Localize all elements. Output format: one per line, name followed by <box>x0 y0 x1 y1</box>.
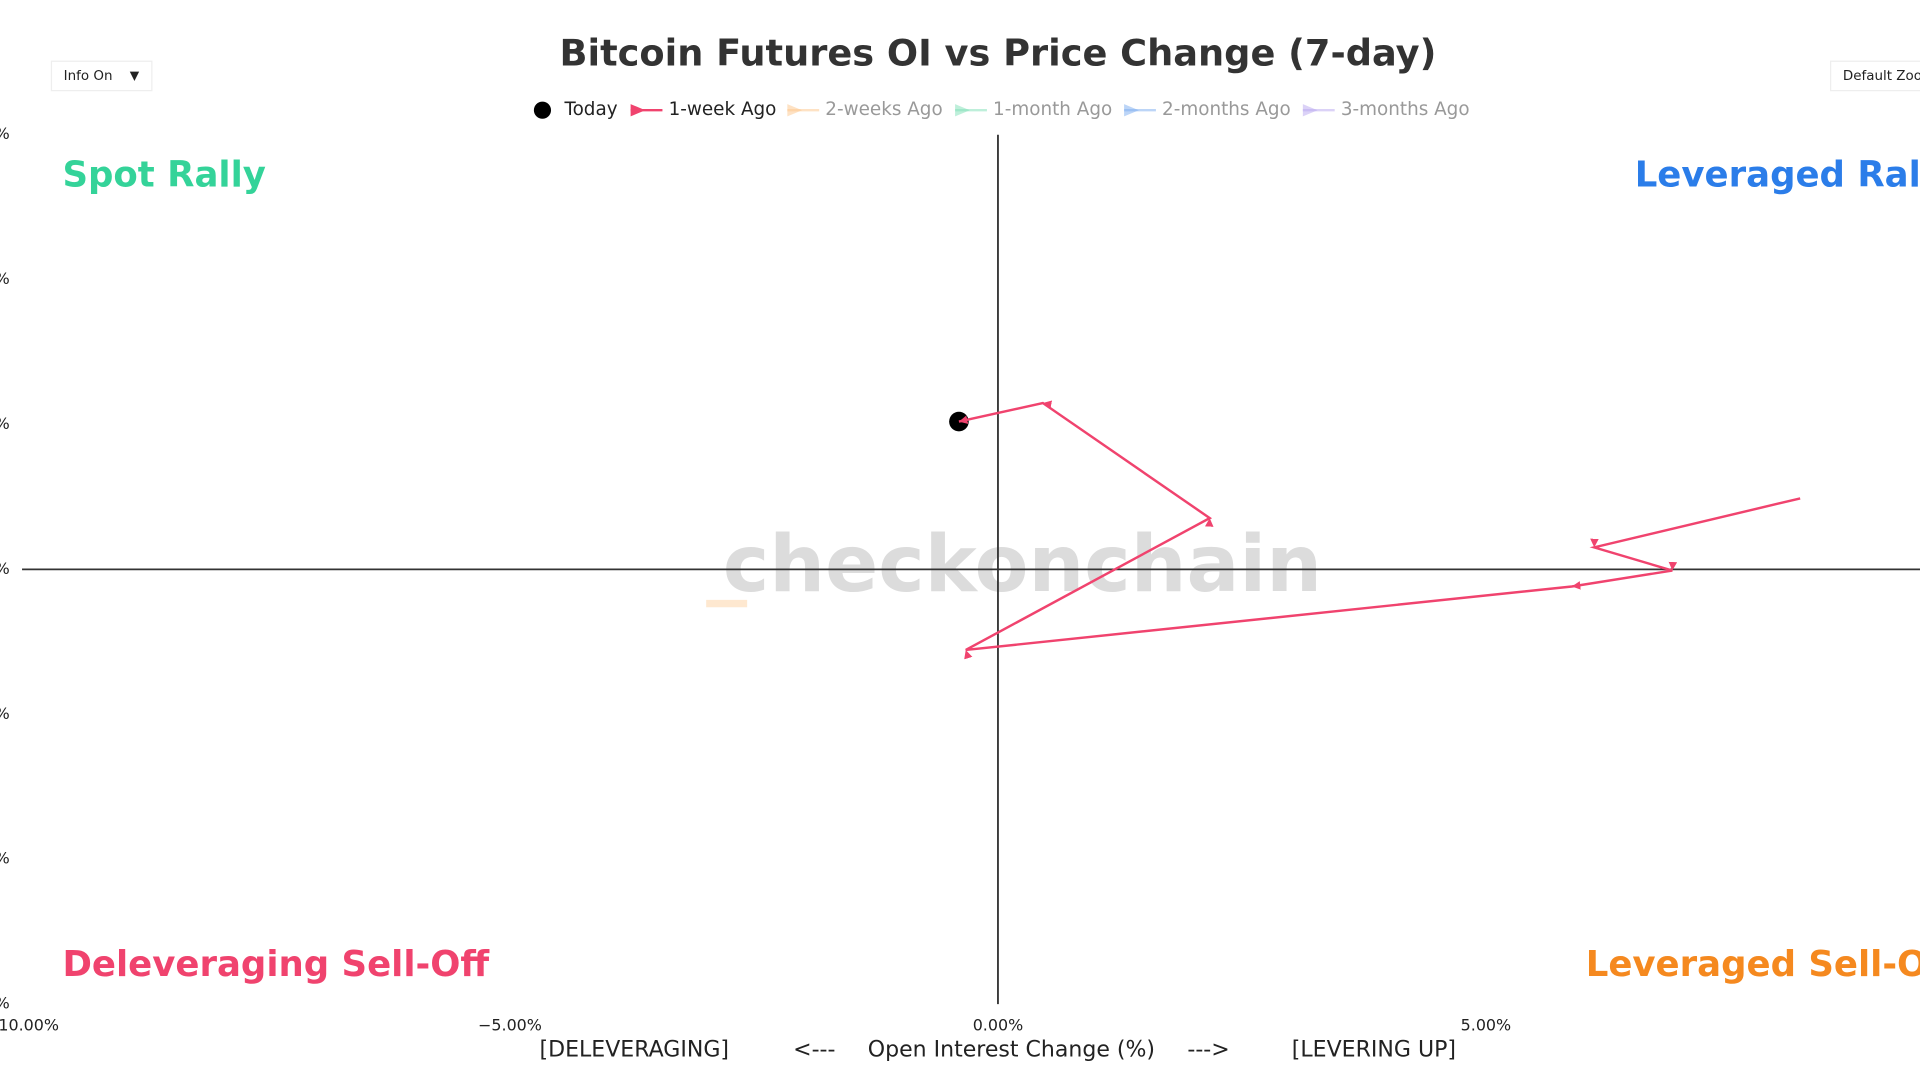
quadrant-label: Leveraged Rally <box>1635 154 1920 195</box>
legend-item[interactable]: 2-weeks Ago <box>787 99 943 120</box>
x-label-left: [DELEVERAGING] <box>540 1038 729 1063</box>
chart-title: Bitcoin Futures OI vs Price Change (7-da… <box>560 32 1437 75</box>
y-tick-label: −5.00% <box>0 704 10 723</box>
legend-label: 1-week Ago <box>669 99 777 120</box>
button-label: Default Zoom <box>1843 69 1920 84</box>
legend-symbol <box>1124 104 1139 117</box>
x-label-right-arrow: ---> <box>1187 1038 1229 1063</box>
legend-label: Today <box>563 99 617 120</box>
x-tick-label: −5.00% <box>478 1016 542 1035</box>
x-tick-label: 0.00% <box>973 1016 1024 1035</box>
legend-label: 2-months Ago <box>1162 99 1291 120</box>
legend-label: 2-weeks Ago <box>825 99 942 120</box>
button-frame <box>50 60 153 92</box>
y-tick-label: −15.00% <box>0 994 10 1013</box>
info-button[interactable]: Info On ▼ <box>50 60 153 92</box>
legend-symbol <box>533 101 552 119</box>
legend-label: 1-month Ago <box>993 99 1112 120</box>
button-arrow: ▼ <box>130 68 140 82</box>
y-tick-label: 5.00% <box>0 414 10 433</box>
x-label-right: [LEVERING UP] <box>1292 1038 1456 1063</box>
legend-symbol <box>955 104 970 117</box>
button-label: Info On <box>64 69 113 84</box>
legend-item[interactable]: 3-months Ago <box>1302 99 1470 120</box>
x-label-left-arrow: <--- <box>793 1038 835 1063</box>
button-frame <box>1830 60 1920 92</box>
y-tick-label: 0.00% <box>0 559 10 578</box>
legend-item[interactable]: Today <box>533 99 618 120</box>
quadrant-label: Spot Rally <box>62 154 265 195</box>
y-tick-label: −10.00% <box>0 849 10 868</box>
x-tick-label: −10.00% <box>0 1016 59 1035</box>
y-tick-label: 15.00% <box>0 124 10 143</box>
quadrant-label: Deleveraging Sell-Off <box>62 944 490 985</box>
y-tick-label: 10.00% <box>0 269 10 288</box>
legend-item[interactable]: 2-months Ago <box>1124 99 1291 120</box>
legend-symbol <box>630 104 646 117</box>
legend-item[interactable]: 1-month Ago <box>955 99 1112 120</box>
legend: Today 1-week Ago 2-weeks Ago 1-month Ago 2-m… <box>533 99 1470 120</box>
legend-symbol <box>787 104 803 117</box>
quadrant-label: Leveraged Sell-Off <box>1586 944 1920 985</box>
legend-label: 3-months Ago <box>1341 99 1470 120</box>
legend-item[interactable]: 1-week Ago <box>630 99 777 120</box>
zoom-button[interactable]: Default Zoom <box>1830 60 1920 92</box>
x-axis-title: Open Interest Change (%) <box>868 1038 1155 1063</box>
x-tick-label: 5.00% <box>1461 1016 1512 1035</box>
legend-symbol <box>1302 104 1318 117</box>
trajectory-line <box>958 400 1801 660</box>
watermark: checkonchain <box>723 519 1322 610</box>
